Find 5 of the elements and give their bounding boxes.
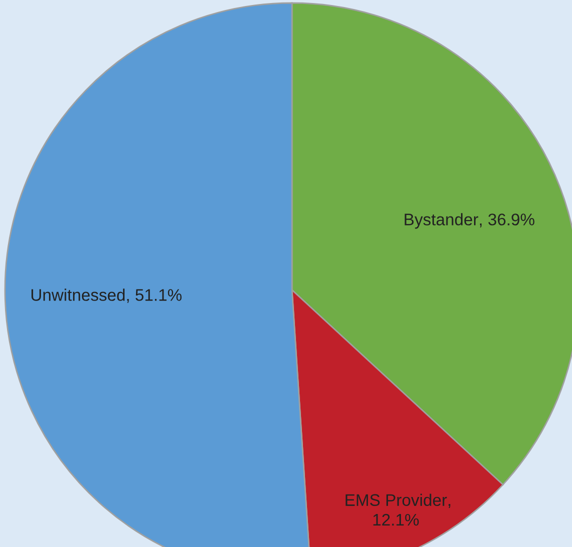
slice-label: Unwitnessed xyxy=(32,288,125,301)
slice-label: Bystander xyxy=(404,213,478,229)
data-label: , 36.9% xyxy=(480,214,534,228)
data-label: , 51.1% xyxy=(127,289,182,303)
slice-label: EMS Provider xyxy=(346,494,447,506)
